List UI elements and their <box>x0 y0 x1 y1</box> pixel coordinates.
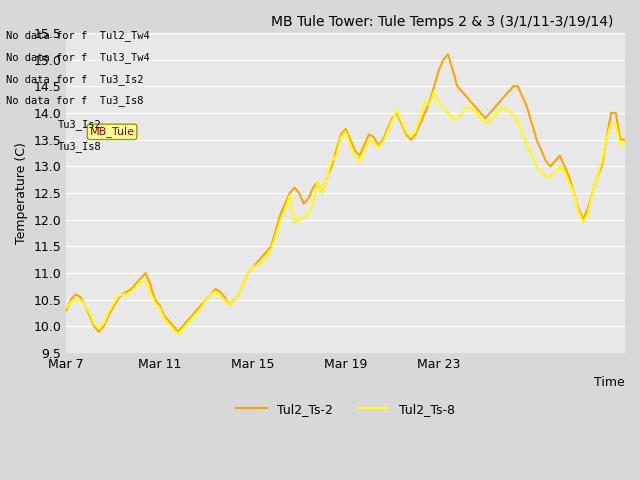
Text: No data for f  Tu3_Is8: No data for f Tu3_Is8 <box>6 95 144 106</box>
Legend: Tul2_Ts-2, Tul2_Ts-8: Tul2_Ts-2, Tul2_Ts-8 <box>231 397 460 420</box>
Tul2_Ts-8 <box>593 174 601 180</box>
Tul2_Ts-2 <box>123 289 131 295</box>
Tul2_Ts-8 <box>198 305 205 311</box>
Tul2_Ts-8 <box>174 332 182 337</box>
Text: Tu3_Is8: Tu3_Is8 <box>58 141 101 152</box>
Tul2_Ts-2 <box>416 121 424 127</box>
Tul2_Ts-2 <box>444 51 452 57</box>
Tul2_Ts-2 <box>305 195 312 201</box>
Tul2_Ts-8 <box>430 89 438 95</box>
Text: MB Tule Tower: Tule Temps 2 & 3 (3/1/11-3/19/14): MB Tule Tower: Tule Temps 2 & 3 (3/1/11-… <box>271 15 614 29</box>
Tul2_Ts-8 <box>416 115 424 121</box>
Tul2_Ts-8 <box>305 211 312 217</box>
Tul2_Ts-2 <box>198 302 205 308</box>
Line: Tul2_Ts-2: Tul2_Ts-2 <box>67 54 625 332</box>
Tul2_Ts-2 <box>621 137 629 143</box>
Tul2_Ts-2 <box>63 308 70 313</box>
Tul2_Ts-2 <box>593 174 601 180</box>
Text: No data for f  Tul3_Tw4: No data for f Tul3_Tw4 <box>6 52 150 63</box>
Tul2_Ts-8 <box>621 139 629 145</box>
Tul2_Ts-2 <box>449 67 456 73</box>
Line: Tul2_Ts-8: Tul2_Ts-8 <box>67 92 625 335</box>
Text: Tu3_Is2: Tu3_Is2 <box>58 119 101 130</box>
Tul2_Ts-8 <box>449 115 456 121</box>
Text: No data for f  Tul2_Tw4: No data for f Tul2_Tw4 <box>6 30 150 41</box>
Tul2_Ts-2 <box>95 329 103 335</box>
Text: No data for f  Tu3_Is2: No data for f Tu3_Is2 <box>6 73 144 84</box>
Y-axis label: Temperature (C): Temperature (C) <box>15 142 28 244</box>
X-axis label: Time: Time <box>595 376 625 389</box>
Text: MB_Tule: MB_Tule <box>90 126 134 137</box>
Tul2_Ts-8 <box>118 291 126 297</box>
Tul2_Ts-8 <box>63 305 70 311</box>
